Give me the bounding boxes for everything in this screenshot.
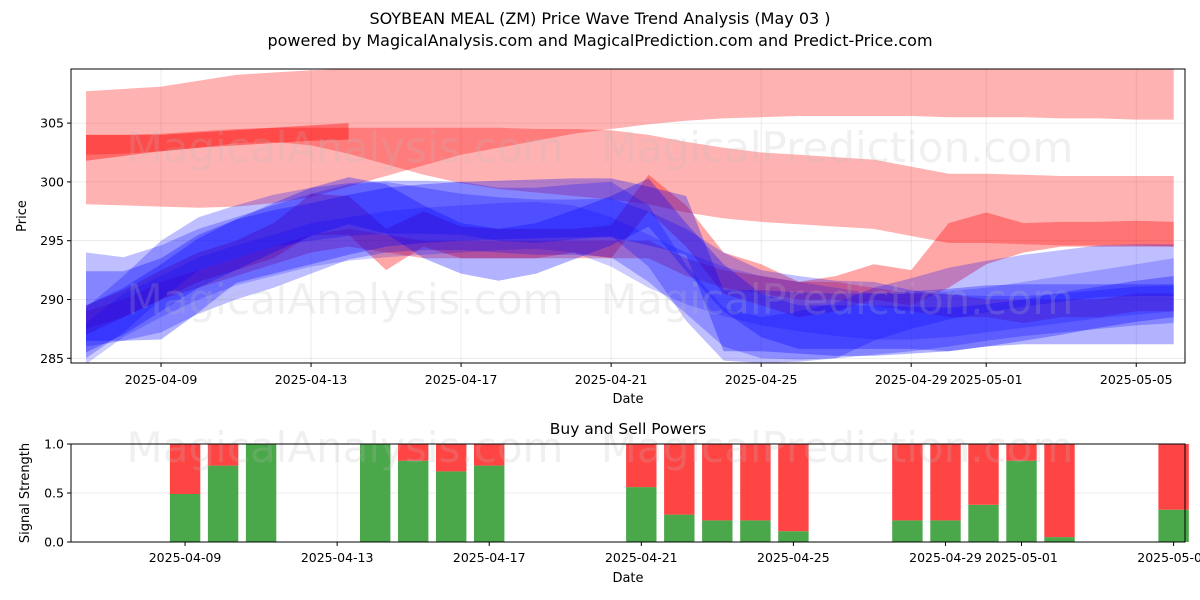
buy-bar-2025-04-21 [626, 487, 657, 542]
signal-x-tick-2025-04-29: 2025-04-29 [909, 550, 982, 565]
signal-x-tick-2025-05-01: 2025-05-01 [985, 550, 1058, 565]
red-wave-band-4 [86, 174, 1174, 335]
buy-bar-2025-04-15 [398, 460, 429, 542]
blue-wave-band-5 [86, 201, 1174, 363]
sell-bar-2025-04-09 [169, 444, 201, 494]
watermark-prediction: MagicalPrediction.com [601, 123, 1074, 172]
sell-bar-2025-05-05 [1158, 444, 1189, 510]
red-wave-band-1 [86, 69, 1174, 208]
buy-bar-2025-04-11 [245, 444, 277, 542]
watermark-prediction-2: MagicalPrediction.com [601, 275, 1074, 324]
buy-bar-2025-04-09 [169, 494, 201, 542]
sell-bar-2025-05-01 [1006, 444, 1037, 461]
buy-bar-2025-05-05 [1158, 509, 1189, 542]
blue-wave-band-3 [86, 177, 1174, 353]
sell-bar-2025-05-02 [1044, 444, 1075, 538]
price-x-tick-2025-04-21: 2025-04-21 [575, 372, 648, 387]
sell-bar-2025-04-22 [664, 444, 695, 515]
signal-x-tick-2025-04-25: 2025-04-25 [757, 550, 830, 565]
price-axes-frame [70, 68, 1186, 364]
signal-watermarks: MagicalAnalysis.com MagicalPrediction.co… [127, 423, 1074, 472]
buy-bar-2025-04-10 [207, 465, 239, 542]
blue-wave-band-2 [86, 181, 1174, 360]
price-y-ticks: 285 290 295 300 305 [40, 116, 71, 366]
red-wave-band-3 [86, 123, 349, 161]
chart-subtitle: powered by MagicalAnalysis.com and Magic… [267, 31, 933, 50]
watermark-analysis-3: MagicalAnalysis.com [127, 423, 564, 472]
watermark-prediction-3: MagicalPrediction.com [601, 423, 1074, 472]
price-x-tick-2025-04-09: 2025-04-09 [125, 372, 198, 387]
price-x-tick-2025-05-05: 2025-05-05 [1100, 372, 1173, 387]
sell-bar-2025-04-15 [398, 444, 429, 461]
signal-y-tick-0.0: 0.0 [44, 535, 64, 550]
sell-bar-2025-04-25 [778, 444, 809, 532]
sell-bar-2025-04-10 [207, 444, 239, 466]
signal-x-tick-2025-04-17: 2025-04-17 [453, 550, 526, 565]
signal-x-tick-2025-05-05: 2025-05-05 [1137, 550, 1200, 565]
price-x-tick-2025-04-29: 2025-04-29 [875, 372, 948, 387]
buy-bar-2025-04-25 [778, 531, 809, 542]
buy-bar-2025-05-02 [1044, 537, 1075, 542]
price-x-tick-2025-05-01: 2025-05-01 [950, 372, 1023, 387]
price-x-label: Date [612, 392, 643, 407]
sell-bar-2025-04-21 [626, 444, 657, 488]
buy-bar-2025-04-14 [360, 444, 391, 542]
price-x-tick-2025-04-25: 2025-04-25 [725, 372, 798, 387]
price-x-ticks: 2025-04-09 2025-04-13 2025-04-17 2025-04-21… [125, 363, 1173, 387]
price-y-label: Price [15, 200, 30, 232]
buy-bar-2025-04-22 [664, 514, 695, 542]
sell-bar-2025-04-23 [702, 444, 733, 521]
price-y-tick-295: 295 [40, 233, 64, 248]
signal-y-label: Signal Strength [18, 443, 33, 543]
signal-y-tick-0.5: 0.5 [44, 486, 64, 501]
chart-title: SOYBEAN MEAL (ZM) Price Wave Trend Analy… [369, 9, 831, 28]
buy-bar-2025-04-29 [930, 520, 961, 542]
signal-y-ticks: 0.0 0.5 1.0 [44, 437, 71, 550]
signal-title: Buy and Sell Powers [550, 420, 707, 438]
buy-bar-2025-05-01 [1006, 460, 1037, 542]
signal-x-tick-2025-04-13: 2025-04-13 [301, 550, 374, 565]
watermark-analysis-2: MagicalAnalysis.com [127, 275, 564, 324]
buy-bar-2025-04-17 [474, 465, 505, 542]
price-x-tick-2025-04-13: 2025-04-13 [275, 372, 348, 387]
sell-bar-2025-04-24 [740, 444, 771, 521]
price-y-tick-305: 305 [40, 116, 64, 131]
red-wave-band-5 [86, 228, 1174, 329]
buy-bar-2025-04-23 [702, 520, 733, 542]
sell-bar-2025-04-30 [968, 444, 999, 505]
signal-x-tick-2025-04-09: 2025-04-09 [149, 550, 222, 565]
price-x-tick-2025-04-17: 2025-04-17 [425, 372, 498, 387]
price-y-tick-290: 290 [40, 292, 64, 307]
watermark-analysis: MagicalAnalysis.com [127, 123, 564, 172]
red-wave-band-2 [86, 127, 1174, 247]
signal-bars [169, 444, 1189, 542]
buy-bar-2025-04-30 [968, 504, 999, 542]
sell-bar-2025-04-29 [930, 444, 961, 521]
sell-bar-2025-04-16 [436, 444, 467, 472]
price-y-tick-285: 285 [40, 351, 64, 366]
price-watermarks: MagicalAnalysis.com MagicalPrediction.co… [127, 123, 1074, 324]
signal-x-ticks: 2025-04-09 2025-04-13 2025-04-17 2025-04-21… [149, 542, 1200, 565]
sell-bar-2025-04-17 [474, 444, 505, 466]
buy-bar-2025-04-28 [892, 520, 923, 542]
price-bands [86, 69, 1174, 363]
signal-y-tick-1.0: 1.0 [44, 437, 64, 452]
buy-bar-2025-04-24 [740, 520, 771, 542]
blue-wave-band-4 [86, 180, 1174, 363]
price-gridlines [71, 69, 1185, 363]
buy-bar-2025-04-16 [436, 471, 467, 542]
signal-x-tick-2025-04-21: 2025-04-21 [605, 550, 678, 565]
signal-x-label: Date [612, 571, 643, 586]
blue-wave-band-1 [86, 178, 1174, 356]
sell-bar-2025-04-28 [892, 444, 923, 521]
price-y-tick-300: 300 [40, 174, 64, 189]
